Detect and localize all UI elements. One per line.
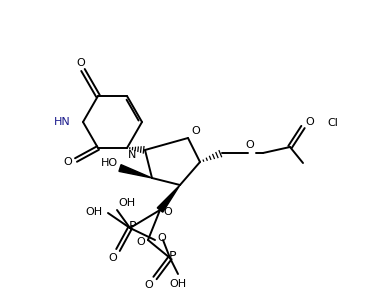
Text: O: O: [158, 233, 167, 243]
Text: OH: OH: [119, 198, 135, 208]
Text: O: O: [145, 280, 153, 290]
Text: N: N: [128, 150, 136, 160]
Text: Cl: Cl: [328, 118, 339, 128]
Text: P: P: [168, 250, 176, 262]
Text: O: O: [64, 157, 72, 167]
Text: O: O: [109, 253, 117, 263]
Text: P: P: [128, 219, 136, 232]
Polygon shape: [119, 165, 152, 178]
Text: O: O: [246, 140, 254, 150]
Text: HN: HN: [54, 117, 70, 127]
Text: HO: HO: [100, 158, 117, 168]
Polygon shape: [157, 185, 180, 212]
Text: OH: OH: [85, 207, 102, 217]
Text: O: O: [306, 117, 314, 127]
Text: OH: OH: [169, 279, 187, 289]
Text: O: O: [192, 126, 200, 136]
Text: O: O: [164, 207, 172, 217]
Text: O: O: [137, 237, 145, 247]
Text: O: O: [76, 58, 85, 68]
